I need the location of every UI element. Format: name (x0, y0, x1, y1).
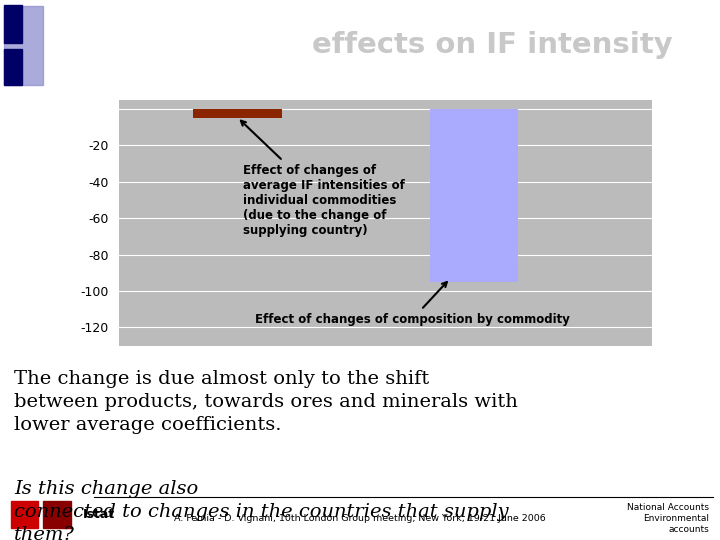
Bar (4, 49, 22, 85)
Text: National Accounts
Environmental
accounts: National Accounts Environmental accounts (627, 503, 709, 534)
Text: The change is due almost only to the shift
between products, towards ores and mi: The change is due almost only to the shi… (14, 370, 518, 434)
Bar (193, 109, 282, 118)
Bar (4, 5, 22, 43)
Text: Overall shift-share: Overall shift-share (54, 31, 371, 58)
Text: Is this change also
connected to changes in the countries that supply
them?: Is this change also connected to changes… (14, 480, 509, 540)
Text: Effect of changes of composition by commodity: Effect of changes of composition by comm… (255, 282, 570, 326)
Bar (43, 501, 71, 528)
Text: A. Femia - D. Vignani, 10th London Group meeting, New York, 19-21 June 2006: A. Femia - D. Vignani, 10th London Group… (174, 514, 546, 523)
Text: Istat: Istat (83, 508, 115, 521)
Bar (11, 501, 38, 528)
Text: effects on IF intensity: effects on IF intensity (312, 31, 672, 58)
Text: Effect of changes of
average IF intensities of
individual commodities
(due to th: Effect of changes of average IF intensit… (241, 121, 405, 237)
Bar (4, 6, 43, 85)
Bar (430, 109, 518, 282)
